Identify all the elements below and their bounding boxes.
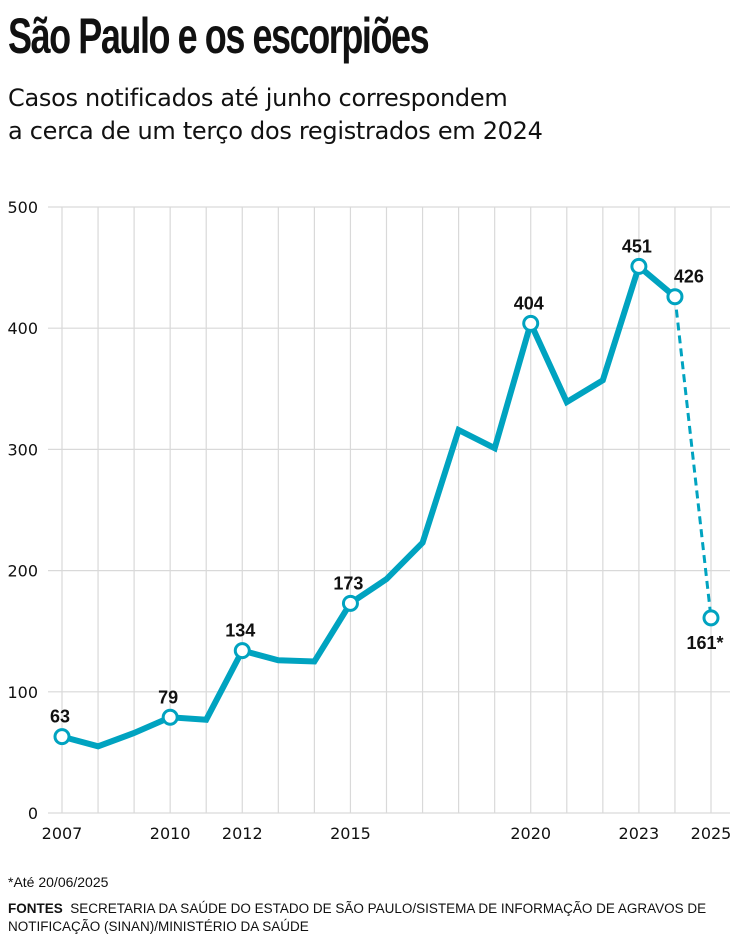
point-marker-2010 [161,708,179,726]
y-tick-label: 300 [7,440,38,459]
x-tick-label: 2010 [150,824,191,843]
data-label-2020: 404 [514,293,544,313]
vertical-gridlines [61,207,712,813]
x-tick-label: 2007 [42,824,83,843]
x-tick-label: 2023 [619,824,660,843]
horizontal-gridlines [48,206,730,814]
footnote: *Até 20/06/2025 [8,874,109,890]
sources-label: FONTES [8,901,63,916]
data-label-2015: 173 [333,573,363,593]
sources: FONTES SECRETARIA DA SAÚDE DO ESTADO DE … [8,900,728,936]
x-tick-label: 2015 [330,824,371,843]
subtitle-line-2: a cerca de um terço dos registrados em 2… [8,117,543,145]
data-label-2023: 451 [622,236,652,256]
y-tick-label: 0 [28,804,38,823]
point-marker-2007 [53,728,71,746]
data-label-2025: 161* [686,633,723,653]
data-label-2007: 63 [50,707,70,727]
chart-title: São Paulo e os escorpiões [8,8,430,64]
point-marker-2015 [341,594,359,612]
data-labels: 63 79 134 173 404 451 426 161* [50,236,724,726]
data-label-2012: 134 [225,621,255,641]
series-line-partial-dashed [673,296,713,619]
y-axis-tick-labels: 0 100 200 300 400 500 [7,198,38,823]
y-tick-label: 400 [7,319,38,338]
y-tick-label: 500 [7,198,38,217]
point-marker-2023 [630,257,648,275]
data-label-2010: 79 [158,687,178,707]
data-label-2024: 426 [674,267,704,287]
point-marker-2025 [702,609,720,627]
y-tick-label: 200 [7,562,38,581]
subtitle-line-1: Casos notificados até junho correspondem [8,84,508,112]
series-line-solid [61,261,677,750]
line-chart: 0 100 200 300 400 500 2007 2010 2012 2015 2020 202… [7,198,732,843]
x-axis-tick-labels: 2007 2010 2012 2015 2020 2023 2025 [42,824,732,843]
x-tick-label: 2012 [222,824,263,843]
sources-text: SECRETARIA DA SAÚDE DO ESTADO DE SÃO PAU… [8,901,707,934]
x-tick-label: 2020 [510,824,551,843]
chart-subtitle: Casos notificados até junho correspondem… [8,82,543,148]
y-tick-label: 100 [7,683,38,702]
x-tick-label: 2025 [691,824,732,843]
point-markers [53,257,720,746]
point-marker-2012 [233,642,251,660]
point-marker-2024 [666,288,684,306]
point-marker-2020 [522,314,540,332]
